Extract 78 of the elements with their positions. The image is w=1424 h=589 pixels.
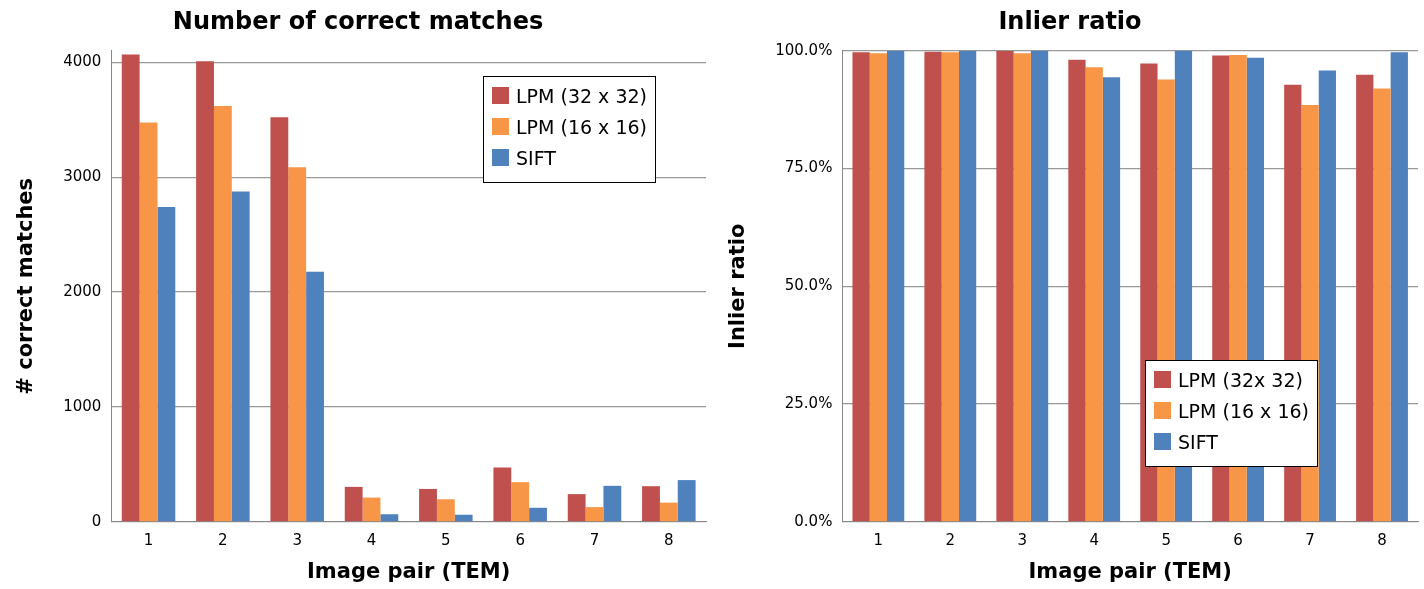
bar xyxy=(958,50,977,522)
y-tick-label: 4000 xyxy=(63,52,102,71)
bar xyxy=(196,61,214,522)
x-tick-label: 4 xyxy=(366,530,377,549)
y-axis-title: Inlier ratio xyxy=(725,223,750,349)
bar xyxy=(996,50,1014,522)
x-tick-label: 7 xyxy=(1305,530,1315,549)
bar xyxy=(288,167,307,522)
y-tick-label: 2000 xyxy=(63,281,102,300)
x-tick-label: 8 xyxy=(1377,530,1387,549)
y-axis-title: # correct matches xyxy=(13,177,38,395)
bar xyxy=(852,52,870,522)
legend-label: LPM (16 x 16) xyxy=(1178,399,1309,422)
x-axis-title: Image pair (TEM) xyxy=(1028,558,1232,583)
x-tick-label: 1 xyxy=(873,530,884,549)
bar xyxy=(585,507,604,522)
x-tick-label: 5 xyxy=(1161,530,1171,549)
bar xyxy=(511,482,530,522)
chart-title: Number of correct matches xyxy=(172,6,544,35)
x-tick-label: 6 xyxy=(515,530,525,549)
bar xyxy=(419,488,437,522)
y-tick-label: 75.0% xyxy=(784,158,833,177)
legend-label: LPM (32 x 32) xyxy=(516,84,647,107)
y-tick-label: 3000 xyxy=(63,167,102,186)
legend-label: LPM (32x 32) xyxy=(1178,368,1303,391)
bar xyxy=(1373,88,1391,522)
chart-title: Inlier ratio xyxy=(998,6,1142,35)
bar xyxy=(493,467,512,522)
bar xyxy=(869,53,887,522)
x-tick-label: 4 xyxy=(1089,530,1099,549)
bar xyxy=(603,485,622,522)
legend-label: LPM (16 x 16) xyxy=(516,115,647,138)
bar xyxy=(213,106,232,522)
x-tick-label: 6 xyxy=(1233,530,1243,549)
bar xyxy=(887,50,905,522)
bar xyxy=(1102,77,1121,522)
bar xyxy=(380,514,399,522)
bar xyxy=(1013,53,1031,522)
bar xyxy=(1030,50,1049,522)
bar xyxy=(529,507,547,522)
bar xyxy=(1318,70,1336,522)
bar xyxy=(344,486,363,522)
bar xyxy=(436,499,455,522)
bar xyxy=(306,271,324,522)
bar xyxy=(121,54,140,522)
x-tick-label: 8 xyxy=(664,530,674,549)
bar xyxy=(454,514,473,522)
y-tick-label: 1000 xyxy=(63,396,102,415)
bar xyxy=(1085,67,1103,522)
legend-label: SIFT xyxy=(1178,430,1218,453)
bar xyxy=(659,502,678,522)
x-axis-title: Image pair (TEM) xyxy=(307,558,511,583)
y-tick-label: 50.0% xyxy=(784,276,833,295)
legend-label: SIFT xyxy=(516,146,556,169)
bar xyxy=(270,117,289,522)
x-tick-label: 5 xyxy=(441,530,451,549)
bar xyxy=(642,486,660,522)
x-tick-label: 3 xyxy=(1017,530,1028,549)
bar xyxy=(231,191,250,522)
x-tick-label: 2 xyxy=(218,530,228,549)
bar xyxy=(924,51,942,522)
bar xyxy=(139,122,158,522)
bar xyxy=(1356,74,1374,522)
y-tick-label: 25.0% xyxy=(784,393,833,412)
bar xyxy=(362,497,381,522)
bar xyxy=(941,52,959,522)
y-tick-label: 0.0% xyxy=(794,511,833,530)
x-tick-label: 3 xyxy=(292,530,302,549)
x-tick-label: 2 xyxy=(945,530,956,549)
x-tick-label: 1 xyxy=(143,530,154,549)
x-tick-label: 7 xyxy=(589,530,600,549)
bar xyxy=(567,494,586,522)
y-tick-label: 0 xyxy=(91,511,102,530)
y-tick-label: 100.0% xyxy=(775,40,833,59)
bar xyxy=(1068,59,1086,522)
bar xyxy=(1390,52,1408,522)
bar xyxy=(157,206,176,522)
bar xyxy=(677,480,696,522)
